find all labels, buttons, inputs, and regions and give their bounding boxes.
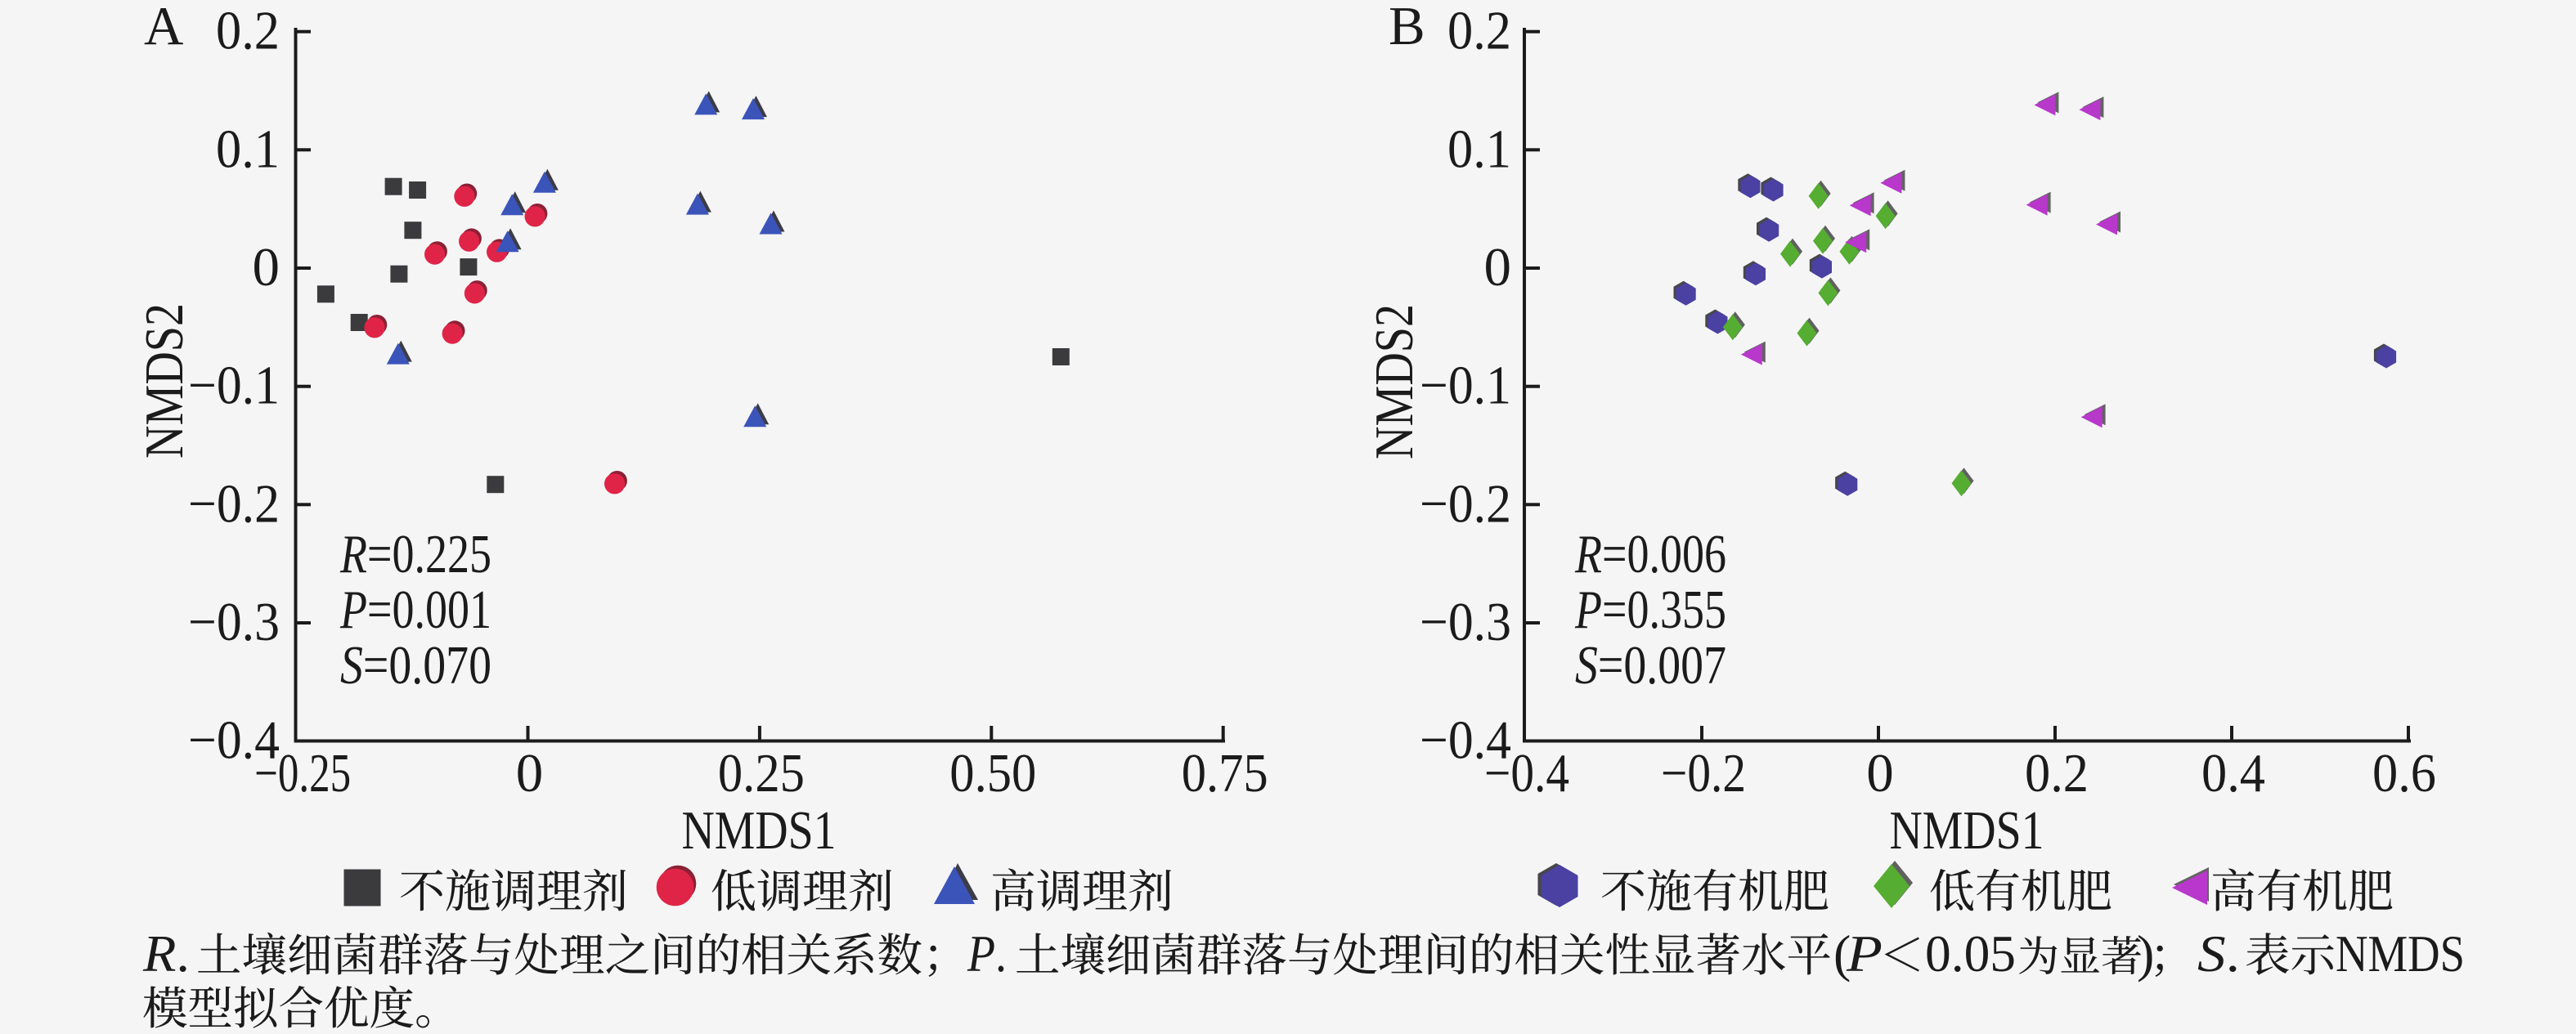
- svg-text:−0.4: −0.4: [188, 710, 280, 771]
- svg-text:0: 0: [253, 237, 280, 298]
- svg-text:0.6: 0.6: [2372, 743, 2436, 803]
- svg-text:0.2: 0.2: [216, 1, 280, 61]
- svg-text:R=0.006: R=0.006: [1574, 524, 1726, 584]
- svg-text:0.1: 0.1: [1447, 119, 1511, 179]
- svg-text:−0.2: −0.2: [188, 473, 280, 534]
- svg-text:−0.25: −0.25: [254, 743, 351, 803]
- svg-text:S.: S.: [2197, 924, 2240, 983]
- svg-text:R=0.225: R=0.225: [339, 524, 491, 584]
- svg-text:NMDS1: NMDS1: [682, 800, 837, 861]
- svg-text:−0.1: −0.1: [188, 356, 280, 416]
- svg-text:−0.4: −0.4: [1420, 710, 1511, 771]
- svg-text:0.1: 0.1: [216, 119, 280, 179]
- svg-text:NMDS2: NMDS2: [134, 303, 195, 459]
- svg-text:0.4: 0.4: [2201, 743, 2265, 803]
- svg-text:0.25: 0.25: [718, 743, 805, 803]
- svg-text:S=0.007: S=0.007: [1575, 635, 1726, 696]
- svg-text:0.2: 0.2: [1447, 1, 1511, 61]
- svg-text:−0.4: −0.4: [1484, 743, 1569, 803]
- svg-text:P.: P.: [967, 924, 1007, 983]
- svg-text:P=0.001: P=0.001: [339, 580, 491, 640]
- svg-text:0.2: 0.2: [2025, 743, 2089, 803]
- svg-text:−0.2: −0.2: [1661, 743, 1746, 803]
- svg-text:0.75: 0.75: [1182, 743, 1268, 803]
- svg-text:−0.3: −0.3: [188, 592, 280, 652]
- svg-text:0: 0: [1866, 743, 1894, 803]
- svg-text:0.50: 0.50: [949, 743, 1036, 803]
- svg-text:−0.3: −0.3: [1420, 592, 1511, 652]
- svg-text:NMDS1: NMDS1: [1890, 800, 2044, 861]
- svg-text:P=0.355: P=0.355: [1574, 580, 1726, 640]
- svg-text:R.: R.: [142, 924, 190, 983]
- svg-text:NMDS: NMDS: [2336, 924, 2465, 983]
- svg-text:0: 0: [516, 743, 544, 803]
- svg-text:−0.1: −0.1: [1420, 356, 1511, 416]
- svg-text:(: (: [1833, 924, 1851, 983]
- svg-text:0.05: 0.05: [1925, 924, 2016, 983]
- svg-text:NMDS2: NMDS2: [1364, 304, 1425, 459]
- svg-text:S=0.070: S=0.070: [340, 635, 491, 696]
- svg-text:B: B: [1389, 0, 1425, 56]
- svg-text:P: P: [1846, 924, 1883, 983]
- svg-text:A: A: [144, 0, 183, 56]
- svg-text:): ): [2137, 924, 2154, 983]
- svg-text:−0.2: −0.2: [1420, 473, 1511, 534]
- svg-text:0: 0: [1484, 237, 1512, 298]
